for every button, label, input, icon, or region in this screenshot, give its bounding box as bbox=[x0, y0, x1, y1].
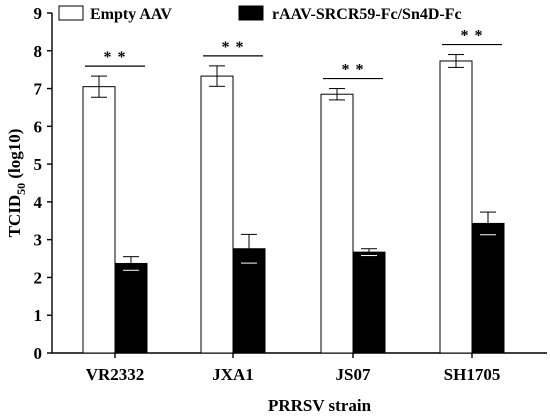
significance-label: * * bbox=[104, 49, 127, 66]
bar-empty-aav bbox=[82, 86, 116, 354]
bar-empty-aav bbox=[439, 60, 473, 354]
bar-raav bbox=[114, 262, 148, 354]
y-tick-label: 5 bbox=[34, 155, 43, 174]
legend-label: rAAV-SRCR59-Fc/Sn4D-Fc bbox=[272, 6, 462, 23]
y-axis-title: TCID50 (log10) bbox=[5, 129, 28, 238]
y-tick-label: 4 bbox=[34, 193, 43, 212]
y-tick-label: 0 bbox=[34, 344, 43, 363]
bar-raav bbox=[232, 248, 266, 354]
y-tick-label: 7 bbox=[34, 80, 43, 99]
bar-empty-aav bbox=[320, 93, 354, 354]
y-tick-label: 6 bbox=[34, 117, 43, 136]
y-tick-label: 9 bbox=[34, 4, 43, 23]
x-tick-label: JXA1 bbox=[212, 365, 254, 384]
y-tick-label: 8 bbox=[34, 42, 43, 61]
x-tick-label: VR2332 bbox=[86, 365, 145, 384]
legend-label: Empty AAV bbox=[90, 6, 172, 23]
legend: Empty AAV rAAV-SRCR59-Fc/Sn4D-Fc bbox=[58, 5, 462, 23]
bar-empty-aav bbox=[200, 75, 234, 354]
bar-raav bbox=[352, 251, 386, 354]
x-axis-title: PRRSV strain bbox=[268, 396, 372, 415]
plot-area: 0 1 2 3 4 5 6 7 8 9 * * VR2332 * * JXA1 * * JS07 * * SH17… bbox=[34, 4, 547, 384]
bar-raav bbox=[471, 222, 505, 354]
y-tick-label: 3 bbox=[34, 231, 43, 250]
significance-label: * * bbox=[222, 39, 245, 56]
x-tick-label: SH1705 bbox=[444, 365, 501, 384]
legend-swatch bbox=[238, 5, 264, 21]
legend-swatch bbox=[58, 5, 84, 21]
y-tick-label: 2 bbox=[34, 268, 43, 287]
significance-label: * * bbox=[461, 28, 484, 45]
significance-label: * * bbox=[342, 62, 365, 79]
x-tick-label: JS07 bbox=[336, 365, 371, 384]
y-tick-label: 1 bbox=[34, 306, 43, 325]
